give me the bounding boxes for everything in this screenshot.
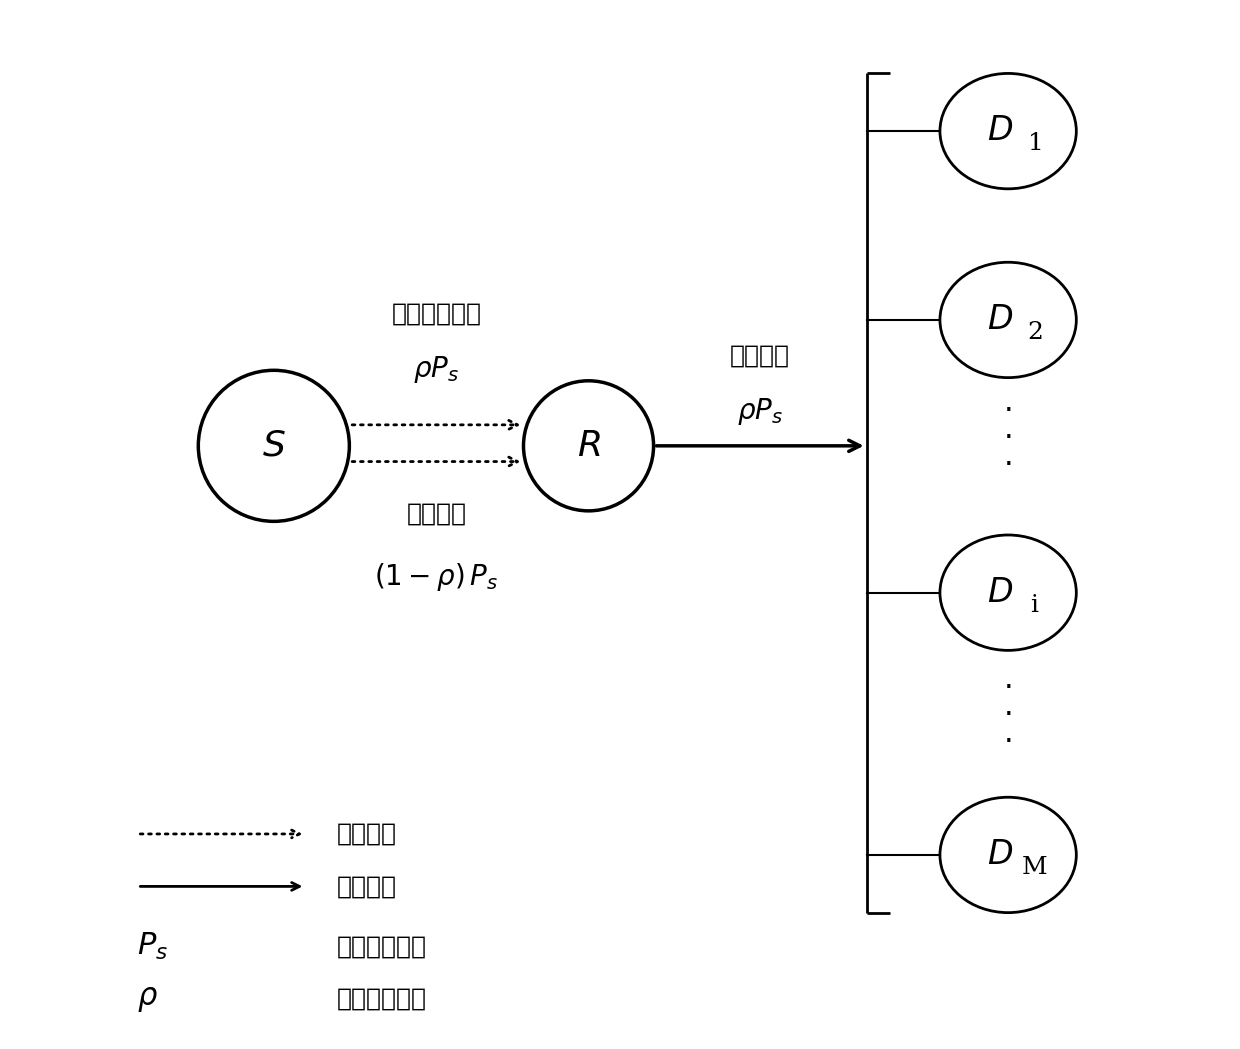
Text: $\mathregular{M}$: $\mathregular{M}$ [1022,856,1048,879]
Text: 功率分配因子: 功率分配因子 [337,987,427,1010]
Text: $P_s$: $P_s$ [138,930,169,962]
Text: $\mathregular{i}$: $\mathregular{i}$ [1029,594,1039,617]
Text: $D$: $D$ [987,839,1013,871]
Text: $S$: $S$ [262,429,285,463]
Circle shape [523,381,653,511]
Text: $D$: $D$ [987,115,1013,147]
Ellipse shape [940,262,1076,378]
Text: 有用信息: 有用信息 [407,501,466,526]
Text: $\mathregular{2}$: $\mathregular{2}$ [1027,321,1042,344]
Text: 第一时隙: 第一时隙 [337,822,397,845]
Ellipse shape [940,797,1076,913]
Text: $R$: $R$ [577,429,600,463]
Text: 广播信息: 广播信息 [730,343,790,367]
Text: $D$: $D$ [987,304,1013,336]
Text: 第二时隙: 第二时隙 [337,875,397,898]
Text: 信源发送功率: 信源发送功率 [337,935,427,958]
Text: ·
·
·: · · · [1003,398,1013,479]
Text: 中继能量采集: 中继能量采集 [392,301,481,325]
Text: $(1-\rho)\,P_s$: $(1-\rho)\,P_s$ [374,561,498,594]
Ellipse shape [940,73,1076,189]
Text: $\rho P_s$: $\rho P_s$ [413,354,460,385]
Text: $\mathregular{1}$: $\mathregular{1}$ [1027,132,1042,155]
Text: $\rho P_s$: $\rho P_s$ [737,395,784,427]
Text: ·
·
·: · · · [1003,675,1013,756]
Text: $D$: $D$ [987,577,1013,608]
Ellipse shape [940,535,1076,650]
Circle shape [198,370,350,521]
Text: $\rho$: $\rho$ [138,983,159,1014]
